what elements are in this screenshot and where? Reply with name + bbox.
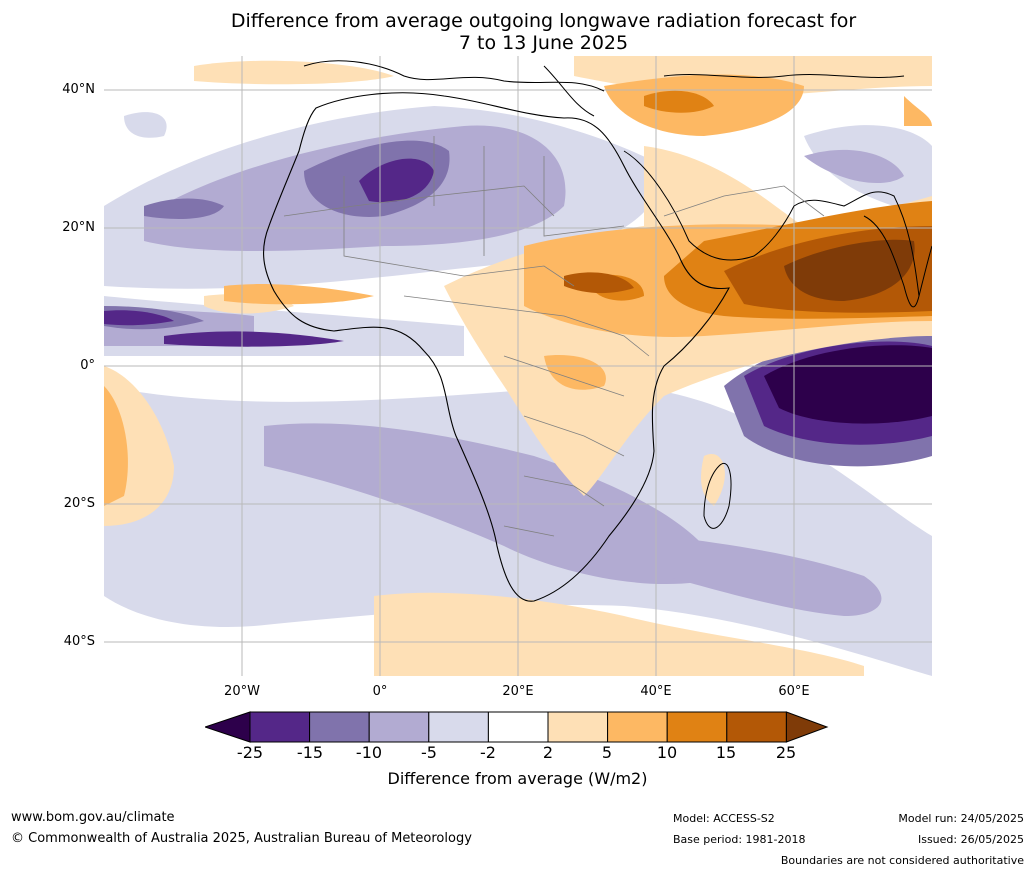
country-borders bbox=[283, 136, 825, 537]
colorbar-min-extension bbox=[205, 711, 251, 743]
lat-label-40n: 40°N bbox=[62, 82, 95, 97]
arabia-coastline bbox=[623, 150, 920, 297]
map-canvas bbox=[104, 56, 932, 676]
title-line-2: 7 to 13 June 2025 bbox=[458, 32, 629, 54]
map-title: Difference from average outgoing longwav… bbox=[0, 10, 1035, 54]
title-line-1: Difference from average outgoing longwav… bbox=[230, 10, 857, 32]
model-name: Model: ACCESS-S2 bbox=[673, 812, 775, 825]
europe-coastline bbox=[303, 60, 905, 117]
colorbar-tick: 15 bbox=[715, 743, 737, 762]
base-period: Base period: 1981-2018 bbox=[673, 833, 806, 846]
lon-label-40e: 40°E bbox=[640, 684, 672, 699]
issued-date: Issued: 26/05/2025 bbox=[917, 833, 1024, 846]
colorbar-tick: 25 bbox=[775, 743, 797, 762]
africa-coastline bbox=[263, 92, 730, 602]
lat-label-20s: 20°S bbox=[63, 496, 95, 511]
colorbar-tick: 2 bbox=[542, 743, 554, 762]
colorbar-tick: -15 bbox=[296, 743, 324, 762]
colorbar-label: Difference from average (W/m2) bbox=[387, 769, 648, 788]
olr-anomaly-map bbox=[104, 56, 932, 676]
colorbar-bin bbox=[547, 711, 609, 743]
lon-label-20w: 20°W bbox=[224, 684, 260, 699]
anomaly-darkest-orange bbox=[784, 239, 915, 301]
colorbar-bin bbox=[309, 711, 370, 743]
colorbar-tick: -2 bbox=[480, 743, 496, 762]
colorbar-bin bbox=[249, 711, 311, 743]
colorbar-bin bbox=[666, 711, 728, 743]
graticule bbox=[104, 56, 932, 676]
colorbar-tick: 10 bbox=[656, 743, 678, 762]
model-run-date: Model run: 24/05/2025 bbox=[898, 812, 1024, 825]
lon-label-60e: 60°E bbox=[778, 684, 810, 699]
madagascar-coastline bbox=[703, 463, 732, 529]
website-link[interactable]: www.bom.gov.au/climate bbox=[11, 810, 175, 825]
colorbar-tick: 5 bbox=[601, 743, 613, 762]
colorbar-tick: -5 bbox=[421, 743, 437, 762]
colorbar-bin bbox=[368, 711, 430, 743]
lon-label-0: 0° bbox=[372, 684, 388, 699]
copyright-text: © Commonwealth of Australia 2025, Austra… bbox=[11, 831, 472, 846]
colorbar-max-extension bbox=[785, 711, 829, 743]
colorbar-bin bbox=[428, 711, 489, 743]
colorbar-bin bbox=[487, 711, 549, 743]
colorbar bbox=[205, 711, 829, 743]
colorbar-tick: -10 bbox=[355, 743, 383, 762]
anomaly-darkest-purple bbox=[764, 345, 932, 424]
lon-label-20e: 20°E bbox=[502, 684, 534, 699]
lat-label-0: 0° bbox=[80, 358, 95, 373]
colorbar-bin bbox=[607, 711, 668, 743]
boundary-disclaimer: Boundaries are not considered authoritat… bbox=[780, 854, 1024, 867]
india-coastline bbox=[863, 215, 932, 308]
lat-label-40s: 40°S bbox=[63, 634, 95, 649]
colorbar-tick: -25 bbox=[236, 743, 264, 762]
colorbar-bin bbox=[726, 711, 787, 743]
lat-label-20n: 20°N bbox=[62, 220, 95, 235]
